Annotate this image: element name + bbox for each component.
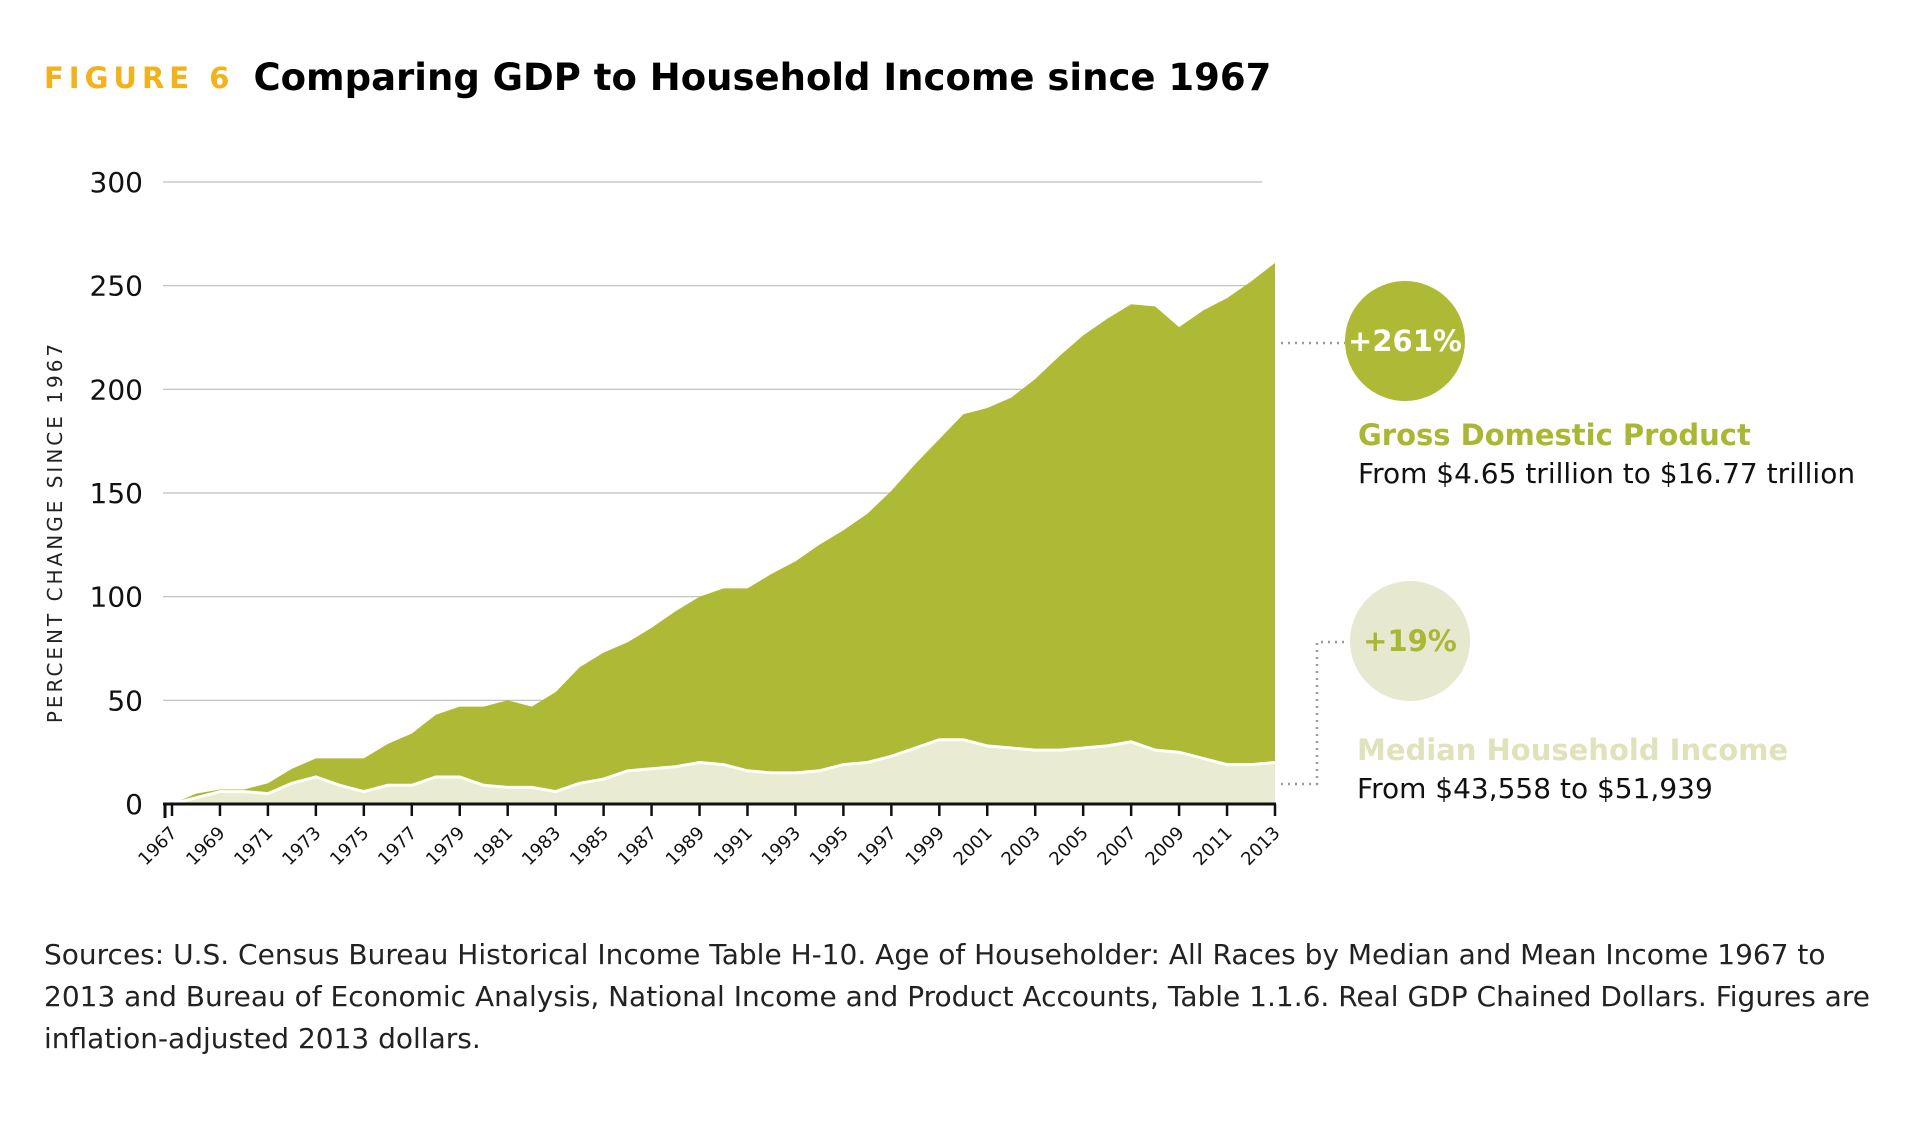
x-tick-label: 2003 <box>998 823 1045 870</box>
y-tick-label: 150 <box>90 477 143 510</box>
x-tick-label: 2011 <box>1189 823 1236 870</box>
figure-header: FIGURE 6 Comparing GDP to Household Inco… <box>44 56 1271 99</box>
x-tick-label: 2001 <box>950 823 997 870</box>
line-median-household-income <box>171 738 1276 806</box>
x-tick-label: 1981 <box>470 823 517 870</box>
gdp-series-name: Gross Domestic Product <box>1358 418 1751 452</box>
y-tick-label: 300 <box>90 166 143 199</box>
x-tick-label: 1987 <box>614 823 661 870</box>
income-leader-line <box>1281 640 1345 786</box>
y-tick-label: 200 <box>90 373 143 406</box>
x-tick-label: 2009 <box>1141 823 1188 870</box>
gdp-percent-bubble <box>1345 281 1465 401</box>
x-tick-label: 1979 <box>422 823 469 870</box>
x-tick-label: 2007 <box>1093 823 1140 870</box>
chart-title: Comparing GDP to Household Income since … <box>253 56 1272 99</box>
x-tick-label: 2013 <box>1237 823 1284 870</box>
y-tick-labels: 0 50 100 150 200 250 300 <box>90 166 143 821</box>
income-description: From $43,558 to $51,939 <box>1357 772 1713 805</box>
area-median-household-income <box>172 739 1275 804</box>
x-tick-label: 1989 <box>662 823 709 870</box>
area-gross-domestic-product <box>172 262 1275 804</box>
income-percent-bubble <box>1350 581 1470 701</box>
figure-label: FIGURE 6 <box>44 60 235 95</box>
x-tick-label: 1983 <box>518 823 565 870</box>
x-tick-label: 1985 <box>566 823 613 870</box>
x-tick-label: 1973 <box>278 823 325 870</box>
x-tick-label: 1967 <box>134 823 181 870</box>
x-tick-label: 2005 <box>1045 823 1092 870</box>
axes <box>163 802 1277 818</box>
x-tick-label: 1977 <box>374 823 421 870</box>
x-tick-label: 1997 <box>854 823 901 870</box>
y-tick-label: 250 <box>90 270 143 303</box>
income-percent-label: +19% <box>1363 624 1457 658</box>
y-tick-label: 100 <box>90 581 143 614</box>
x-tick-label: 1995 <box>806 823 853 870</box>
income-series-name: Median Household Income <box>1357 733 1788 767</box>
y-axis-label: PERCENT CHANGE SINCE 1967 <box>43 341 67 723</box>
gdp-percent-label: +261% <box>1348 324 1462 358</box>
gdp-description: From $4.65 trillion to $16.77 trillion <box>1358 457 1855 490</box>
y-tick-label: 50 <box>107 684 143 717</box>
x-tick-label: 1969 <box>182 823 229 870</box>
x-tick-label: 1975 <box>326 823 373 870</box>
y-tick-label: 0 <box>125 788 143 821</box>
x-tick-label: 1971 <box>230 823 277 870</box>
x-tick-labels: 1967 1969 1971 1973 1975 1977 1979 1981 1983 1985… <box>134 823 1284 870</box>
sources-note: Sources: U.S. Census Bureau Historical I… <box>44 938 1870 1055</box>
x-tick-label: 1993 <box>758 823 805 870</box>
x-tick-label: 1999 <box>902 823 949 870</box>
x-tick-label: 1991 <box>710 823 757 870</box>
